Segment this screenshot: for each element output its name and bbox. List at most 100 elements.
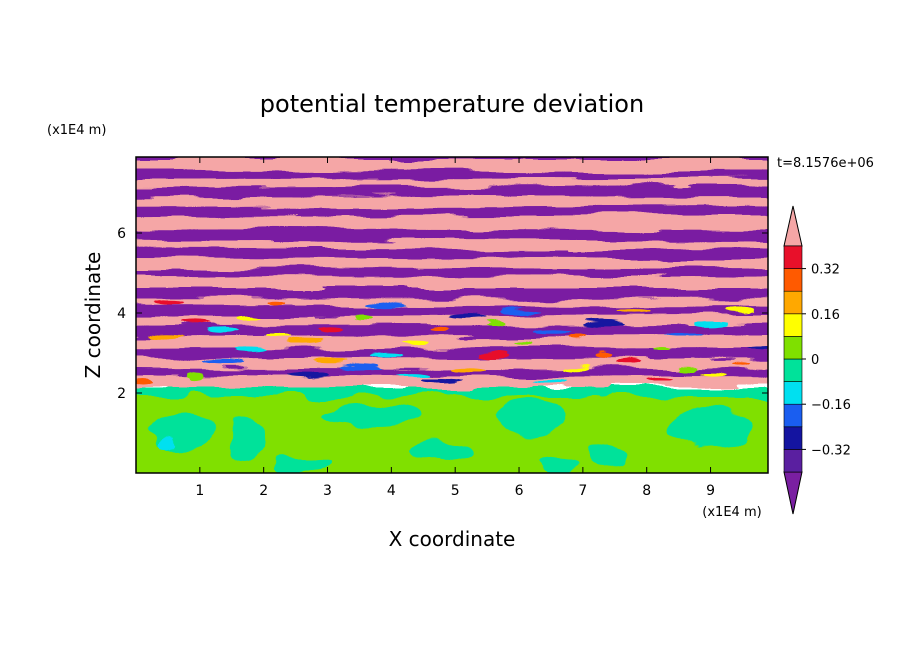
y-axis: 2 4 6 bbox=[117, 226, 768, 402]
transition-streak bbox=[152, 333, 187, 339]
transition-streak bbox=[696, 320, 731, 326]
transition-streak bbox=[699, 372, 726, 378]
transition-streak bbox=[369, 352, 404, 358]
transition-streak bbox=[513, 340, 532, 346]
colorbar-segment bbox=[783, 403, 803, 428]
transition-streak bbox=[595, 352, 614, 358]
cold-band bbox=[136, 228, 768, 242]
x-units-label: (x1E4 m) bbox=[702, 505, 761, 520]
cold-band bbox=[136, 170, 768, 179]
transition-streak bbox=[318, 327, 345, 333]
y-tick-label: 6 bbox=[117, 226, 126, 242]
transition-streak bbox=[365, 301, 408, 307]
colorbar: 0.32 0.16 0 −0.16 −0.32 bbox=[783, 205, 851, 515]
transition-streak bbox=[268, 301, 287, 307]
transition-streak bbox=[187, 372, 206, 378]
transition-streak bbox=[432, 327, 451, 333]
colorbar-min-arrow bbox=[783, 471, 803, 515]
x-tick-label: 3 bbox=[323, 483, 332, 499]
transition-streak bbox=[237, 314, 264, 320]
x-tick-label: 8 bbox=[642, 483, 651, 499]
transition-streak bbox=[397, 372, 432, 378]
transition-streak bbox=[419, 378, 462, 384]
colorbar-max-arrow bbox=[783, 205, 803, 247]
colorbar-tick-label: −0.32 bbox=[811, 443, 851, 458]
colorbar-tick-label: −0.16 bbox=[811, 398, 851, 413]
transition-streak bbox=[664, 333, 707, 339]
y-tick-label: 2 bbox=[117, 386, 126, 402]
chart-title: potential temperature deviation bbox=[260, 90, 644, 118]
cold-band bbox=[136, 185, 768, 198]
colorbar-segment bbox=[783, 245, 803, 269]
colorbar-segment bbox=[783, 268, 803, 292]
colorbar-segment bbox=[783, 449, 803, 473]
x-tick-label: 6 bbox=[515, 483, 524, 499]
transition-streak bbox=[400, 340, 427, 346]
transition-streak bbox=[205, 327, 240, 333]
transition-streak bbox=[482, 352, 509, 358]
cold-band bbox=[136, 248, 768, 260]
lower-teal-patch bbox=[499, 401, 564, 437]
colorbar-segment bbox=[783, 426, 803, 450]
x-axis: 1 2 3 4 5 6 7 8 9 bbox=[195, 157, 715, 499]
transition-streak bbox=[564, 365, 591, 371]
transition-streak bbox=[233, 346, 268, 352]
transition-streak bbox=[532, 378, 567, 384]
x-tick-label: 9 bbox=[706, 483, 715, 499]
colorbar-tick-label: 0.16 bbox=[811, 308, 840, 323]
transition-streak bbox=[350, 314, 369, 320]
x-tick-label: 1 bbox=[195, 483, 204, 499]
lower-layer bbox=[136, 385, 768, 473]
colorbar-segment bbox=[783, 358, 803, 382]
x-tick-label: 5 bbox=[451, 483, 460, 499]
transition-streak bbox=[727, 308, 754, 314]
cold-band bbox=[136, 288, 768, 299]
transition-streak bbox=[315, 359, 350, 365]
transition-streak bbox=[265, 333, 292, 339]
transition-streak bbox=[202, 359, 245, 365]
lower-teal-patch bbox=[538, 461, 577, 473]
lower-teal-patch bbox=[582, 441, 634, 465]
cold-band bbox=[136, 205, 768, 217]
transition-streak bbox=[183, 320, 210, 326]
transition-streak bbox=[746, 346, 768, 352]
cold-band bbox=[136, 306, 768, 316]
transition-streak bbox=[287, 340, 322, 346]
transition-streak bbox=[485, 320, 504, 326]
transition-streak bbox=[284, 372, 327, 378]
contour-field bbox=[136, 157, 768, 473]
cold-band bbox=[136, 324, 768, 338]
lower-cyan-spot bbox=[161, 438, 182, 448]
cold-band bbox=[136, 268, 768, 277]
transition-streak bbox=[501, 308, 544, 314]
y-tick-label: 4 bbox=[117, 306, 126, 322]
time-label: t=8.1576e+06 bbox=[777, 156, 874, 171]
upper-bands bbox=[136, 157, 768, 387]
transition-streak bbox=[136, 378, 152, 384]
colorbar-tick-label: 0 bbox=[811, 353, 819, 368]
lower-teal-patch bbox=[276, 457, 328, 473]
transition-streak bbox=[337, 365, 380, 371]
colorbar-segment bbox=[783, 381, 803, 405]
lower-teal-patch bbox=[665, 409, 756, 449]
colorbar-tick-label: 0.32 bbox=[811, 263, 840, 278]
colorbar-segment bbox=[783, 313, 803, 337]
transition-streak bbox=[582, 320, 625, 326]
y-units-label: (x1E4 m) bbox=[47, 123, 106, 138]
lower-teal-patch bbox=[327, 405, 417, 425]
transition-streak bbox=[529, 327, 572, 333]
colorbar-segment bbox=[783, 336, 803, 360]
transition-streak bbox=[155, 301, 182, 307]
lower-teal-patch bbox=[225, 417, 264, 461]
y-axis-label: Z coordinate bbox=[81, 252, 105, 379]
cold-band bbox=[136, 347, 768, 359]
transition-streak bbox=[447, 314, 490, 320]
x-tick-label: 2 bbox=[259, 483, 268, 499]
colorbar-segment bbox=[783, 290, 803, 315]
x-tick-label: 4 bbox=[387, 483, 396, 499]
transition-streak bbox=[450, 365, 485, 371]
x-tick-label: 7 bbox=[578, 483, 587, 499]
transition-streak bbox=[645, 378, 672, 384]
transition-streak bbox=[649, 346, 668, 352]
